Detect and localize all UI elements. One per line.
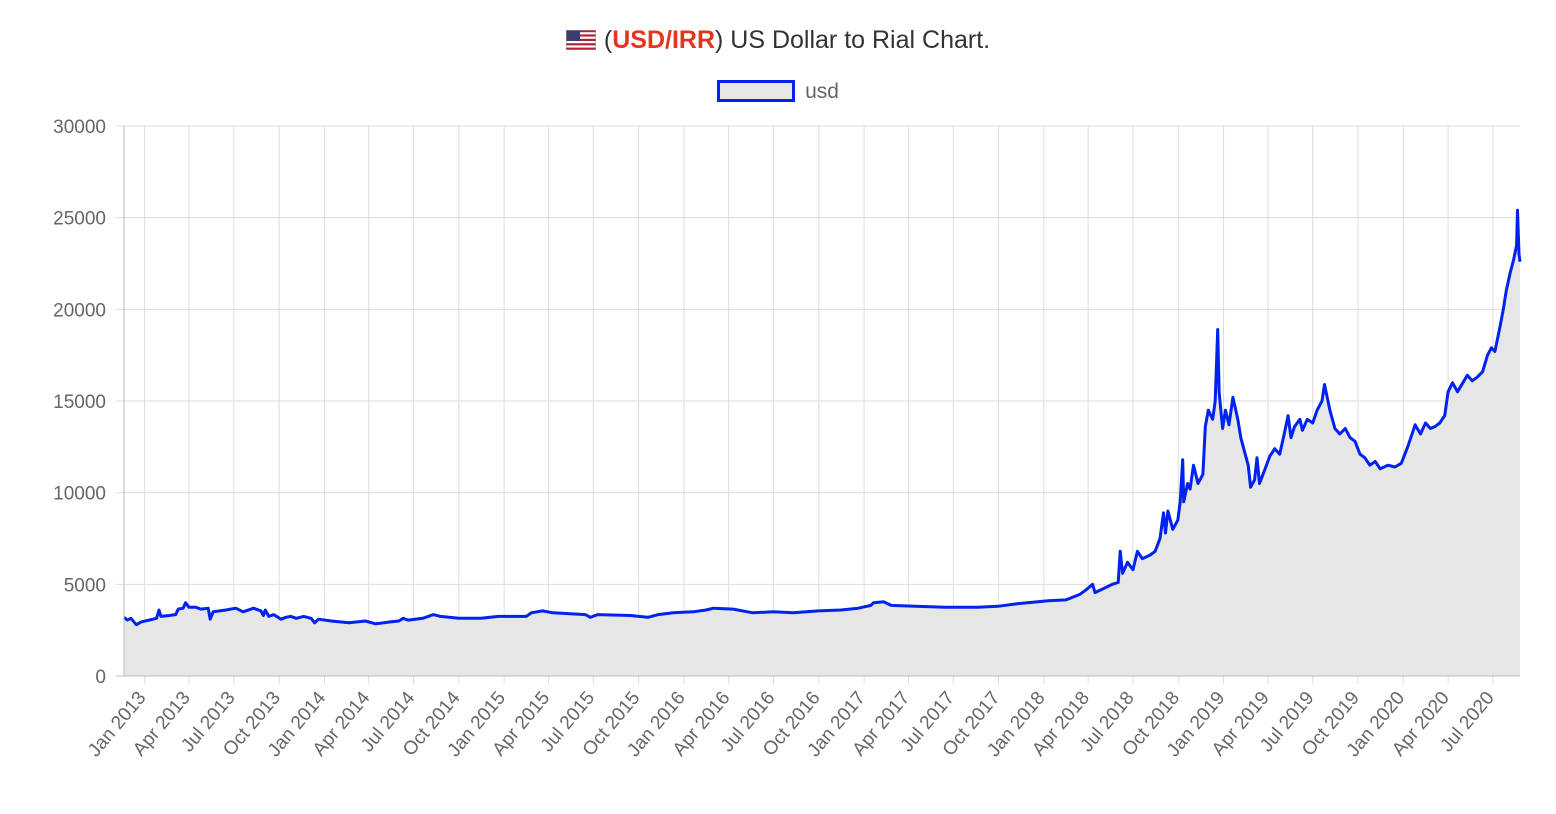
y-tick-label: 25000: [53, 209, 106, 230]
title-open-paren: (: [603, 26, 613, 54]
axes: [116, 126, 1520, 677]
title-text: ) US Dollar to Rial Chart.: [715, 26, 991, 54]
us-flag-icon: [565, 30, 596, 50]
series-area-usd: [124, 210, 1520, 677]
legend[interactable]: usd: [0, 80, 1556, 104]
y-tick-label: 15000: [53, 392, 106, 413]
legend-label[interactable]: usd: [805, 80, 839, 103]
y-tick-label: 30000: [53, 117, 106, 138]
legend-swatch[interactable]: [717, 80, 796, 102]
y-tick-label: 20000: [53, 300, 106, 321]
y-axis-ticks: 0 5000 10000 15000 20000 25000 30000: [53, 117, 106, 688]
chart-title: (USD/IRR) US Dollar to Rial Chart.: [0, 26, 1556, 55]
y-tick-label: 10000: [53, 484, 106, 505]
series-line-layer: [123, 208, 1522, 627]
series-area-layer: [124, 210, 1520, 677]
y-tick-label: 5000: [64, 575, 106, 596]
series-line-usd: [123, 208, 1522, 627]
y-tick-label: 0: [95, 667, 106, 688]
title-currency-pair: USD/IRR: [612, 26, 716, 54]
